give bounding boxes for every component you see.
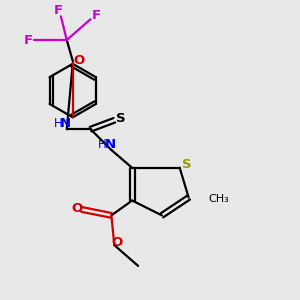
Text: O: O: [111, 236, 122, 249]
Text: CH₃: CH₃: [208, 194, 229, 204]
Text: F: F: [24, 34, 33, 46]
Text: H: H: [53, 117, 62, 130]
Text: S: S: [116, 112, 126, 125]
Text: O: O: [71, 202, 82, 215]
Text: O: O: [74, 54, 85, 67]
Text: F: F: [92, 9, 101, 22]
Text: H: H: [98, 138, 107, 151]
Text: S: S: [182, 158, 192, 171]
Text: N: N: [104, 138, 116, 151]
Text: F: F: [53, 4, 62, 17]
Text: N: N: [60, 117, 71, 130]
